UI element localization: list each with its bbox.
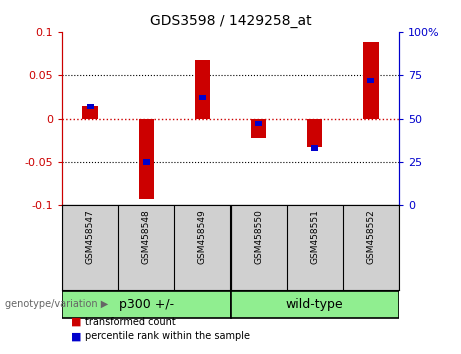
Text: GSM458547: GSM458547 <box>86 210 95 264</box>
Text: ■: ■ <box>71 317 82 327</box>
Bar <box>363 42 378 119</box>
Text: GSM458548: GSM458548 <box>142 210 151 264</box>
Text: ■: ■ <box>71 331 82 341</box>
Text: GSM458550: GSM458550 <box>254 210 263 264</box>
Text: p300 +/-: p300 +/- <box>119 298 174 311</box>
Bar <box>251 119 266 138</box>
Bar <box>307 119 323 147</box>
Text: genotype/variation ▶: genotype/variation ▶ <box>5 299 108 309</box>
Bar <box>230 291 399 318</box>
Text: GSM458552: GSM458552 <box>366 210 375 264</box>
Bar <box>138 119 154 199</box>
Title: GDS3598 / 1429258_at: GDS3598 / 1429258_at <box>150 14 311 28</box>
Text: percentile rank within the sample: percentile rank within the sample <box>85 331 250 341</box>
Bar <box>62 291 230 318</box>
Bar <box>311 145 318 151</box>
Text: transformed count: transformed count <box>85 317 176 327</box>
Bar <box>255 121 262 126</box>
Bar <box>83 105 98 119</box>
Bar <box>367 78 374 83</box>
Bar <box>195 59 210 119</box>
Bar <box>199 95 206 101</box>
Text: wild-type: wild-type <box>286 298 343 311</box>
Text: GSM458549: GSM458549 <box>198 210 207 264</box>
Bar <box>143 159 150 165</box>
Bar <box>87 104 94 109</box>
Text: GSM458551: GSM458551 <box>310 210 319 264</box>
